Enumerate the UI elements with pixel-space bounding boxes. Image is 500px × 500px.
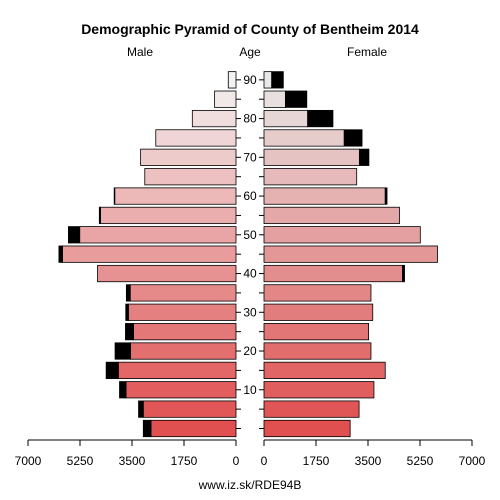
male-surplus-bar-25-29 xyxy=(125,323,134,341)
male-bar-75-79 xyxy=(155,129,237,147)
female-surplus-bar-80-84 xyxy=(307,109,334,128)
male-bar-40-44 xyxy=(97,264,237,283)
male-label: Male xyxy=(127,45,153,59)
age-tick-label: 10 xyxy=(243,383,257,397)
male-bar-80-84 xyxy=(191,109,237,128)
male-surplus-bar-55-59 xyxy=(98,206,101,225)
male-bar-35-39 xyxy=(129,284,237,302)
male-bar-50-54 xyxy=(79,226,237,244)
female-bar-60-64 xyxy=(263,187,386,205)
male-bar-60-64 xyxy=(114,187,237,205)
female-surplus-bar-90+ xyxy=(271,71,284,89)
male-surplus-bar-50-54 xyxy=(68,226,81,244)
female-x-tick-label: 5250 xyxy=(407,454,434,468)
male-bar-15-19 xyxy=(117,361,237,379)
age-tick-label: 50 xyxy=(243,228,257,242)
male-surplus-bar-5-9 xyxy=(138,400,144,418)
male-bar-10-14 xyxy=(125,381,237,399)
age-tick-label: 60 xyxy=(243,189,257,203)
female-bar-45-49 xyxy=(263,245,438,263)
female-bar-20-24 xyxy=(263,342,372,360)
male-surplus-bar-30-34 xyxy=(125,303,129,321)
male-bar-65-69 xyxy=(144,168,237,186)
male-x-tick-label: 7000 xyxy=(15,454,42,468)
male-surplus-bar-20-24 xyxy=(114,342,131,360)
female-bar-10-14 xyxy=(263,381,375,399)
male-bar-85-89 xyxy=(214,90,237,108)
male-bar-25-29 xyxy=(133,323,237,341)
female-bar-80-84 xyxy=(263,109,309,128)
age-tick-label: 20 xyxy=(243,344,257,358)
female-x-tick-label: 3500 xyxy=(355,454,382,468)
male-x-tick-label: 3500 xyxy=(119,454,146,468)
female-bar-85-89 xyxy=(263,90,286,108)
female-label: Female xyxy=(347,45,387,59)
male-surplus-bar-45-49 xyxy=(58,245,63,263)
female-surplus-bar-40-44 xyxy=(402,264,405,283)
female-x-tick-label: 1750 xyxy=(303,454,330,468)
female-surplus-bar-60-64 xyxy=(384,187,388,205)
female-bar-30-34 xyxy=(263,303,374,321)
age-tick-label: 40 xyxy=(243,267,257,281)
male-bar-55-59 xyxy=(100,206,237,225)
age-tick-label: 90 xyxy=(243,73,257,87)
female-surplus-bar-85-89 xyxy=(284,90,308,108)
male-bar-0-4 xyxy=(150,419,237,438)
male-x-tick-label: 0 xyxy=(233,454,240,468)
male-bar-90+ xyxy=(227,71,237,89)
male-surplus-bar-35-39 xyxy=(125,284,131,302)
female-bar-15-19 xyxy=(263,361,386,379)
female-bar-50-54 xyxy=(263,226,421,244)
male-bar-45-49 xyxy=(62,245,237,263)
female-bar-55-59 xyxy=(263,206,400,225)
chart-title: Demographic Pyramid of County of Benthei… xyxy=(81,21,419,37)
female-x-tick-label: 0 xyxy=(261,454,268,468)
female-bar-0-4 xyxy=(263,419,351,438)
source-label: www.iz.sk/RDE94B xyxy=(198,478,302,492)
age-tick-label: 30 xyxy=(243,305,257,319)
male-surplus-bar-15-19 xyxy=(105,361,119,379)
male-bar-5-9 xyxy=(142,400,237,418)
female-bar-5-9 xyxy=(263,400,360,418)
male-bar-20-24 xyxy=(130,342,237,360)
age-tick-label: 70 xyxy=(243,150,257,164)
male-surplus-bar-0-4 xyxy=(142,419,152,438)
female-bar-65-69 xyxy=(263,168,358,186)
female-bar-40-44 xyxy=(263,264,403,283)
female-bar-25-29 xyxy=(263,323,369,341)
female-bar-75-79 xyxy=(263,129,345,147)
age-tick-label: 80 xyxy=(243,112,257,126)
female-x-tick-label: 7000 xyxy=(459,454,486,468)
axes-layer: 10 20 30 40 50 60 70 80 90 7000 5250 3500 1750 0 0 1750… xyxy=(15,73,486,468)
age-label: Age xyxy=(239,45,261,59)
female-bar-35-39 xyxy=(263,284,372,302)
male-surplus-bar-60-64 xyxy=(113,187,116,205)
female-surplus-bar-75-79 xyxy=(343,129,363,147)
male-surplus-bar-10-14 xyxy=(119,381,127,399)
female-bar-90+ xyxy=(263,71,273,89)
female-surplus-bar-70-74 xyxy=(358,148,370,166)
female-bar-70-74 xyxy=(263,148,360,166)
male-bar-30-34 xyxy=(128,303,237,321)
male-bar-70-74 xyxy=(140,148,237,166)
male-x-tick-label: 5250 xyxy=(67,454,94,468)
male-x-tick-label: 1750 xyxy=(171,454,198,468)
